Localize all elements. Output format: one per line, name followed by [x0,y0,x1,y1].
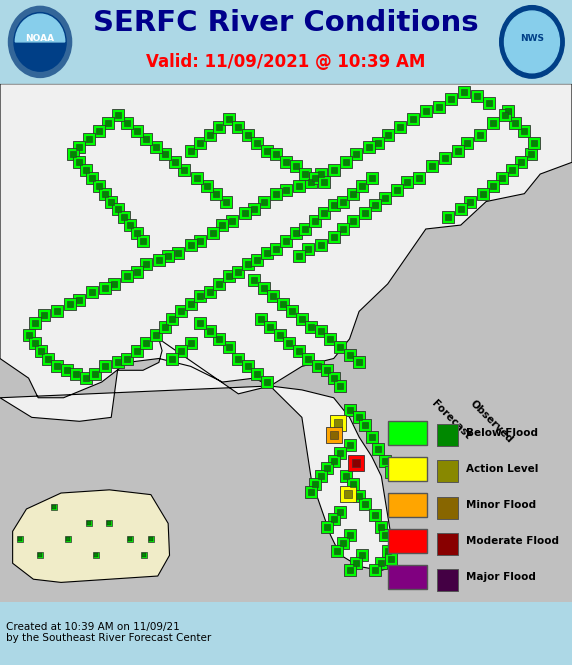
Text: NOAA: NOAA [26,33,54,43]
Polygon shape [13,490,169,583]
Text: Moderate Flood: Moderate Flood [466,536,559,546]
Text: Valid: 11/09/2021 @ 10:39 AM: Valid: 11/09/2021 @ 10:39 AM [146,53,426,71]
Circle shape [500,5,564,78]
Polygon shape [0,84,572,571]
FancyBboxPatch shape [388,565,427,589]
FancyBboxPatch shape [437,569,459,591]
Text: Major Flood: Major Flood [466,573,536,583]
Text: Minor Flood: Minor Flood [466,500,536,510]
FancyBboxPatch shape [388,493,427,517]
FancyBboxPatch shape [388,457,427,481]
FancyBboxPatch shape [388,421,427,445]
Wedge shape [15,14,65,42]
FancyBboxPatch shape [437,497,459,519]
Text: Forecast: Forecast [430,398,472,442]
FancyBboxPatch shape [437,533,459,555]
Circle shape [8,5,72,78]
Text: NWS: NWS [520,33,544,43]
Text: Observed: Observed [468,398,515,445]
Polygon shape [0,84,572,614]
Circle shape [14,13,66,71]
Text: Action Level: Action Level [466,464,538,474]
FancyBboxPatch shape [437,460,459,482]
Text: Below Flood: Below Flood [466,428,538,438]
FancyBboxPatch shape [437,424,459,446]
Text: SERFC River Conditions: SERFC River Conditions [93,9,479,37]
FancyBboxPatch shape [388,529,427,553]
Text: Created at 10:39 AM on 11/09/21
by the Southeast River Forecast Center: Created at 10:39 AM on 11/09/21 by the S… [6,622,211,643]
Circle shape [505,11,559,72]
